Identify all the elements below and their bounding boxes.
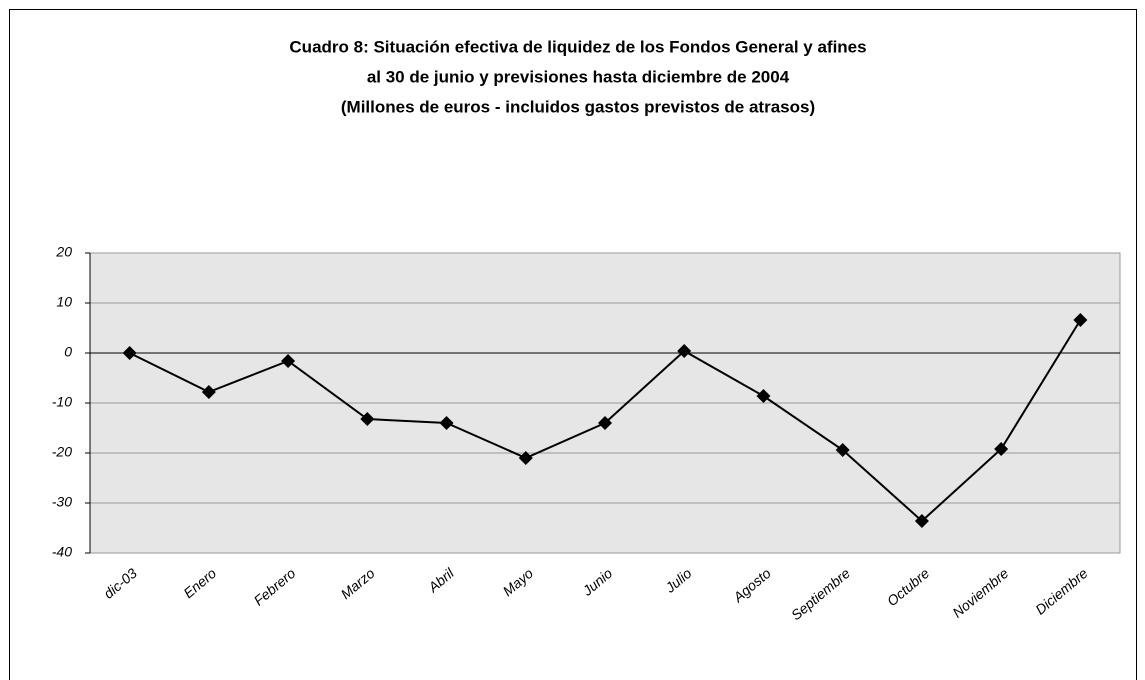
y-tick-label: 10 [56,294,72,310]
y-tick-label: 20 [55,244,72,260]
point-marker [914,514,929,528]
point-marker [994,442,1009,456]
y-tick-label: -10 [52,394,72,410]
y-tick-label: 0 [64,344,72,360]
point-marker [360,412,375,426]
point-marker [518,451,533,465]
point-marker [281,354,296,368]
chart-title: (Millones de euros - incluidos gastos pr… [341,97,815,116]
point-marker [677,344,692,358]
point-marker [756,389,771,403]
point-marker [835,443,850,457]
chart-title: Cuadro 8: Situación efectiva de liquidez… [289,37,866,56]
point-marker [598,416,612,430]
y-tick-label: -30 [52,494,72,510]
y-tick-label: -40 [52,544,72,560]
point-marker [122,346,137,360]
chart-title: al 30 de junio y previsiones hasta dicie… [367,67,790,86]
point-marker [1073,313,1088,327]
point-marker [201,385,216,399]
point-marker [439,416,454,430]
y-tick-label: -20 [52,444,72,460]
